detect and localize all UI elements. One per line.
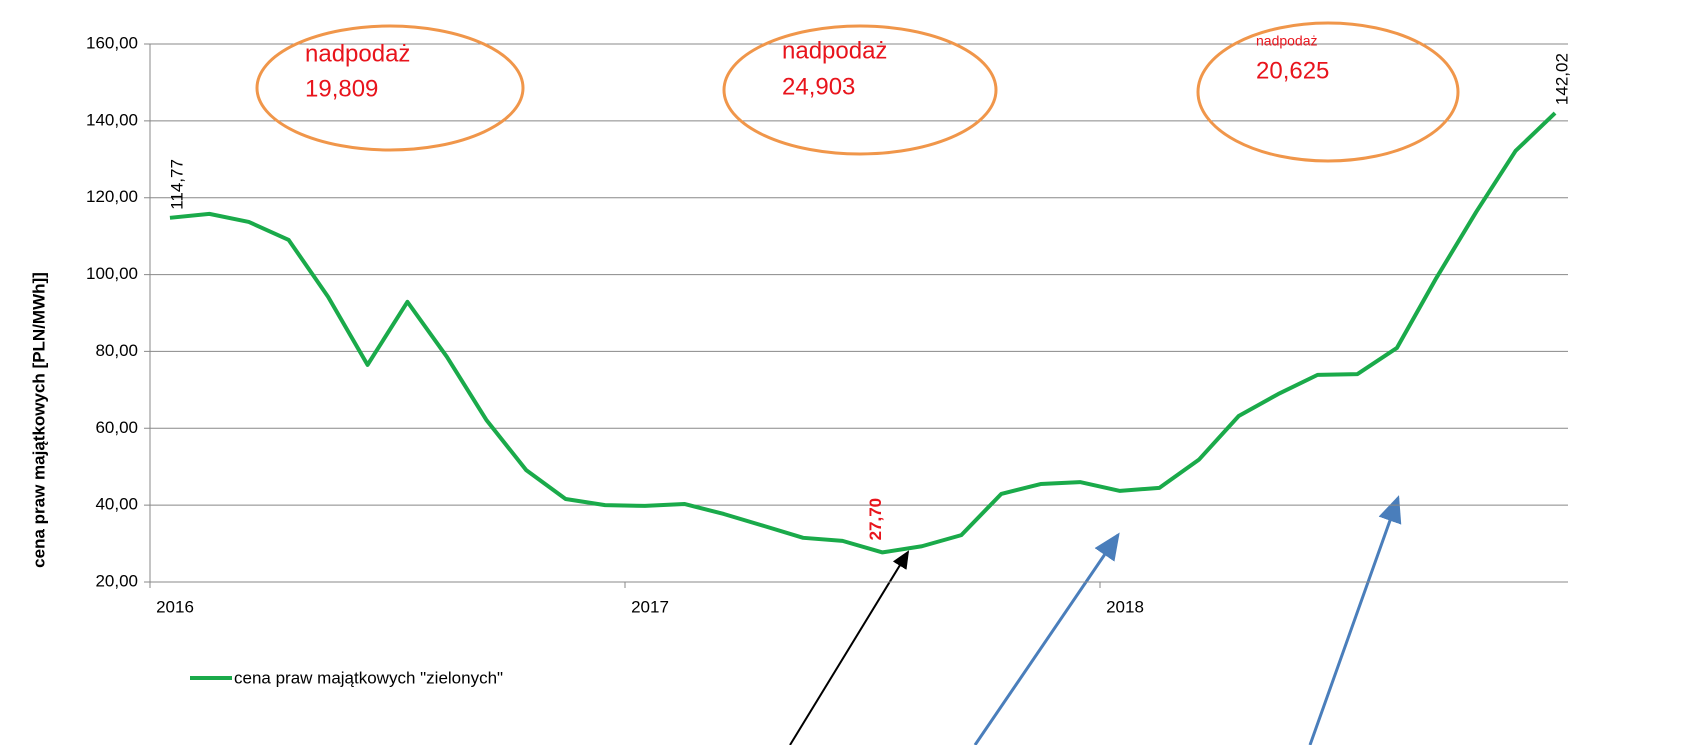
- line: [169, 111, 1557, 555]
- annotation-value: 19,809: [305, 75, 378, 102]
- y-axis-label: cena praw majątkowych [PLN/MWh]]: [29, 272, 48, 568]
- value-label: 27,70: [866, 498, 885, 541]
- value-label: 114,77: [167, 159, 186, 210]
- y-tick-label: 100,00: [86, 264, 138, 283]
- x-tick-label: 2016: [156, 597, 194, 616]
- y-tick-label: 140,00: [86, 110, 138, 129]
- legend-label: cena praw majątkowych "zielonych": [234, 668, 503, 687]
- y-tick-label: 160,00: [86, 33, 138, 52]
- arrow: [1308, 495, 1402, 745]
- y-tick-label: 120,00: [86, 187, 138, 206]
- x-tick-label: 2018: [1106, 597, 1144, 616]
- annotation-value: 24,903: [782, 73, 855, 100]
- annotation-value: 20,625: [1256, 57, 1329, 84]
- y-tick-label: 80,00: [95, 341, 138, 360]
- annotation-label: nadpodaż: [782, 37, 887, 64]
- y-tick-label: 60,00: [95, 418, 138, 437]
- annotation-label: nadpodaż: [305, 40, 410, 67]
- y-tick-label: 40,00: [95, 495, 138, 514]
- annotation-ellipse: [1196, 21, 1460, 163]
- x-tick-label: 2017: [631, 597, 669, 616]
- y-tick-label: 20,00: [95, 571, 138, 590]
- arrow: [789, 550, 910, 745]
- value-label: 142,02: [1553, 53, 1572, 105]
- arrow: [973, 532, 1120, 745]
- annotation-ellipse: [722, 24, 998, 156]
- annotation-label: nadpodaż: [1256, 33, 1318, 49]
- annotation-ellipse: [255, 24, 525, 152]
